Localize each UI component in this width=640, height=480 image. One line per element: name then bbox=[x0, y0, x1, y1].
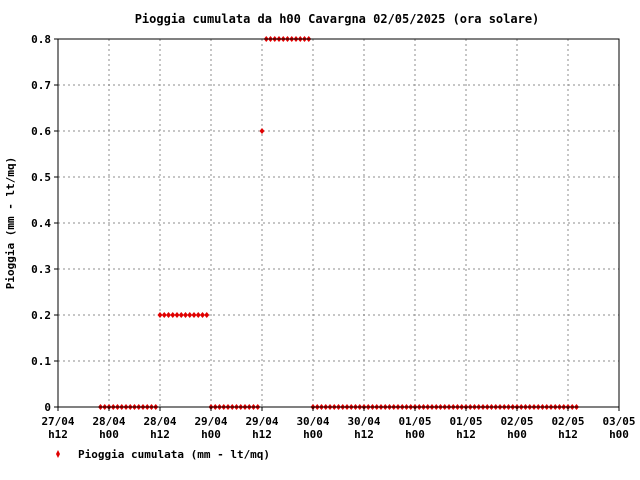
x-tick-date-label: 28/04 bbox=[92, 415, 125, 428]
data-point bbox=[187, 312, 193, 318]
x-tick-hour-label: h00 bbox=[507, 428, 527, 441]
data-point bbox=[178, 312, 184, 318]
y-tick-label: 0.6 bbox=[31, 125, 51, 138]
y-tick-label: 0.2 bbox=[31, 309, 51, 322]
x-tick-hour-label: h00 bbox=[201, 428, 221, 441]
x-tick-date-label: 01/05 bbox=[398, 415, 431, 428]
x-tick-hour-label: h00 bbox=[405, 428, 425, 441]
x-tick-date-label: 30/04 bbox=[296, 415, 329, 428]
legend-label: Pioggia cumulata (mm - lt/mq) bbox=[78, 448, 270, 461]
y-tick-label: 0.3 bbox=[31, 263, 51, 276]
data-point bbox=[183, 312, 188, 318]
x-tick-date-label: 02/05 bbox=[551, 415, 584, 428]
chart-title: Pioggia cumulata da h00 Cavargna 02/05/2… bbox=[135, 12, 540, 26]
y-axis: 0 0.1 0.2 0.3 0.4 0.5 0.6 0.7 0.8 bbox=[31, 33, 58, 414]
y-tick-label: 0 bbox=[44, 401, 51, 414]
x-tick-hour-label: h12 bbox=[354, 428, 374, 441]
x-tick-date-label: 27/04 bbox=[41, 415, 74, 428]
y-tick-label: 0.4 bbox=[31, 217, 51, 230]
x-tick-date-label: 03/05 bbox=[602, 415, 635, 428]
x-tick-hour-label: h00 bbox=[99, 428, 119, 441]
y-tick-label: 0.5 bbox=[31, 171, 51, 184]
y-tick-label: 0.7 bbox=[31, 79, 51, 92]
x-tick-hour-label: h12 bbox=[48, 428, 68, 441]
data-point bbox=[161, 312, 167, 318]
x-axis: 27/04h1228/04h0028/04h1229/04h0029/04h12… bbox=[41, 407, 636, 441]
grid bbox=[58, 39, 619, 407]
data-point bbox=[259, 128, 265, 134]
x-tick-hour-label: h12 bbox=[558, 428, 578, 441]
data-point bbox=[174, 312, 180, 318]
x-tick-date-label: 01/05 bbox=[449, 415, 482, 428]
legend-marker bbox=[56, 450, 60, 458]
y-axis-label: Pioggia (mm - lt/mq) bbox=[4, 157, 17, 289]
y-tick-label: 0.1 bbox=[31, 355, 51, 368]
data-point bbox=[170, 312, 176, 318]
data-point bbox=[191, 312, 197, 318]
data-point bbox=[195, 312, 201, 318]
data-point bbox=[200, 312, 205, 318]
x-tick-hour-label: h12 bbox=[150, 428, 170, 441]
x-tick-hour-label: h12 bbox=[252, 428, 272, 441]
x-tick-date-label: 02/05 bbox=[500, 415, 533, 428]
x-tick-date-label: 29/04 bbox=[245, 415, 278, 428]
x-tick-hour-label: h12 bbox=[456, 428, 476, 441]
data-point bbox=[204, 312, 210, 318]
data-point bbox=[166, 312, 171, 318]
x-tick-date-label: 30/04 bbox=[347, 415, 380, 428]
x-tick-hour-label: h00 bbox=[303, 428, 323, 441]
legend: Pioggia cumulata (mm - lt/mq) bbox=[56, 448, 270, 461]
x-tick-hour-label: h00 bbox=[609, 428, 629, 441]
y-tick-label: 0.8 bbox=[31, 33, 51, 46]
x-tick-date-label: 28/04 bbox=[143, 415, 176, 428]
x-tick-date-label: 29/04 bbox=[194, 415, 227, 428]
data-point bbox=[157, 312, 163, 318]
